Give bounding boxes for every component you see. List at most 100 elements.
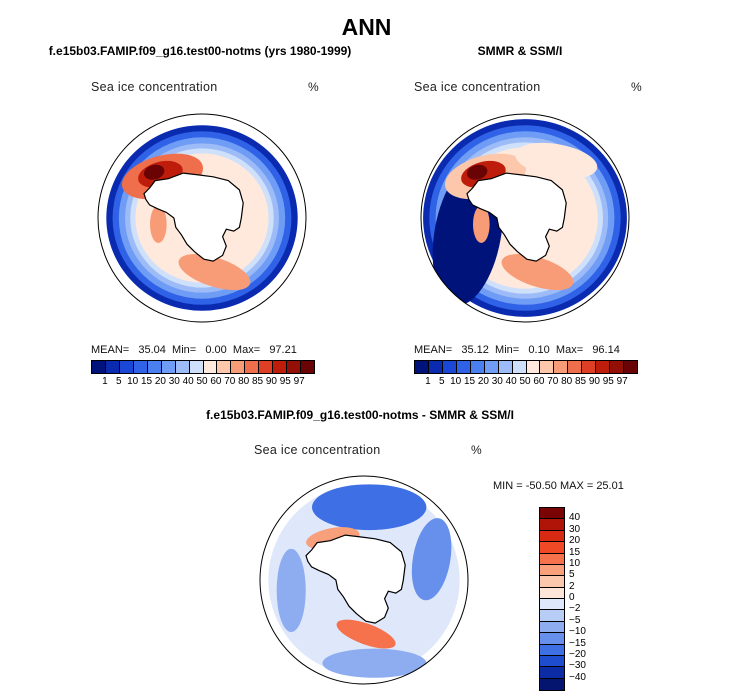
- panel3-colorbar-tick-label: 5: [569, 569, 575, 581]
- panel2-colorbar-tick-label: 85: [574, 376, 587, 387]
- panel2-variable-label: Sea ice concentration: [414, 80, 541, 94]
- panel1-stats: MEAN= 35.04 Min= 0.00 Max= 97.21: [91, 344, 297, 356]
- panel2-colorbar: [414, 360, 638, 374]
- panel2-colorbar-tick-label: 95: [602, 376, 614, 387]
- panel1-colorbar-tick-label: 70: [224, 376, 236, 387]
- panel1-colorbar: [91, 360, 315, 374]
- panel1-colorbar-swatch: [301, 361, 314, 373]
- panel2-colorbar-tick-label: 90: [588, 376, 600, 387]
- panel1-colorbar-tick-label: 20: [154, 376, 166, 387]
- antarctica-coastline: [143, 172, 244, 262]
- panel2-colorbar-swatch: [582, 361, 597, 373]
- diff-negative-east: [411, 518, 452, 601]
- panel2-colorbar-swatch: [512, 361, 527, 373]
- panel1-colorbar-tick-label: 50: [196, 376, 208, 387]
- panel3-colorbar-tick-label: 20: [569, 535, 581, 547]
- panel3-colorbar-ticks: 40 30 20 15 10 5 2 0 −2 −5 −10 −15 −20 −30 −40: [569, 507, 609, 689]
- panel2-colorbar-tick-label: 97: [616, 376, 628, 387]
- panel3-colorbar-swatch: [540, 519, 564, 531]
- panel3-colorbar-tick-label: −10: [569, 626, 586, 638]
- peninsula-ice: [150, 205, 167, 243]
- ross-sea-ice: [501, 254, 574, 291]
- panel2-colorbar-swatch: [442, 361, 457, 373]
- panel1-colorbar-tick-label: 1: [102, 376, 108, 387]
- panel2-colorbar-tick-label: 70: [547, 376, 559, 387]
- panel1-colorbar-swatch: [175, 361, 190, 373]
- peninsula-ice: [473, 205, 490, 243]
- panel3-colorbar-tick-label: −20: [569, 648, 586, 660]
- panel2-colorbar-tick-label: 10: [450, 376, 462, 387]
- panel1-colorbar-swatch: [119, 361, 134, 373]
- panel1-colorbar-tick-label: 40: [182, 376, 194, 387]
- panel1-unit-label: %: [308, 80, 319, 94]
- panel3-polar-map: [259, 475, 469, 685]
- panel1-polar-map: [97, 113, 307, 323]
- panel3-colorbar-tick-label: −40: [569, 671, 586, 683]
- panel1-title: f.e15b03.FAMIP.f09_g16.test00-notms (yrs…: [48, 44, 352, 58]
- panel1-colorbar-tick-label: 30: [168, 376, 180, 387]
- map-field: [98, 114, 306, 322]
- panel2-colorbar-swatch: [624, 361, 637, 373]
- panel1-colorbar-swatch: [245, 361, 260, 373]
- panel1-colorbar-tick-label: 90: [265, 376, 277, 387]
- panel2-colorbar-swatch: [484, 361, 499, 373]
- panel1-colorbar-swatch: [161, 361, 176, 373]
- panel2-colorbar-ticks: 1 5 10 15 20 30 40 50 60 70 80 85 90 95 97: [414, 376, 636, 390]
- panel3-colorbar: [539, 507, 565, 691]
- ross-sea-ice: [178, 254, 251, 291]
- diff-negative-north: [312, 484, 427, 531]
- panel1-colorbar-swatch: [231, 361, 246, 373]
- panel3-colorbar-swatch: [540, 553, 564, 565]
- panel3-colorbar-tick-label: 40: [569, 512, 581, 524]
- panel1-colorbar-tick-label: 97: [293, 376, 305, 387]
- panel2-title: SMMR & SSM/I: [477, 44, 563, 58]
- panel3-colorbar-swatch: [540, 542, 564, 554]
- panel2-colorbar-swatch: [456, 361, 471, 373]
- east-sector-ice: [515, 142, 598, 179]
- panel3-colorbar-swatch: [540, 621, 564, 634]
- panel2-colorbar-tick-label: 30: [491, 376, 503, 387]
- panel2-colorbar-tick-label: 15: [463, 376, 476, 387]
- panel1-colorbar-swatch: [217, 361, 232, 373]
- panel1-colorbar-tick-label: 95: [279, 376, 291, 387]
- panel1-colorbar-tick-label: 80: [238, 376, 250, 387]
- panel3-colorbar-swatch: [540, 610, 564, 622]
- panel1-colorbar-tick-label: 15: [140, 376, 153, 387]
- panel1-colorbar-swatch: [92, 361, 106, 373]
- panel1-colorbar-ticks: 1 5 10 15 20 30 40 50 60 70 80 85 90 95 97: [91, 376, 313, 390]
- diff-positive-ross: [336, 619, 396, 649]
- panel3-colorbar-swatch: [540, 508, 564, 520]
- panel3-title: f.e15b03.FAMIP.f09_g16.test00-notms - SM…: [206, 408, 514, 422]
- panel3-colorbar-swatch: [540, 667, 564, 679]
- panel3-colorbar-tick-label: −15: [569, 637, 586, 649]
- panel3-colorbar-tick-label: 15: [569, 546, 581, 558]
- panel1-colorbar-tick-label: 85: [251, 376, 264, 387]
- panel2-colorbar-tick-label: 1: [425, 376, 431, 387]
- antarctica-coastline: [466, 172, 567, 262]
- panel3-colorbar-swatch: [540, 644, 564, 656]
- antarctica-coastline: [305, 534, 406, 624]
- map-field: [421, 114, 629, 322]
- panel1-colorbar-swatch: [133, 361, 148, 373]
- panel3-colorbar-swatch: [540, 564, 564, 577]
- panel2-polar-map: [420, 113, 630, 323]
- panel3-colorbar-tick-label: −2: [569, 603, 581, 615]
- panel2-colorbar-tick-label: 60: [533, 376, 545, 387]
- weddell-sea-ice-max: [143, 164, 165, 180]
- panel3-colorbar-swatch: [540, 587, 564, 599]
- panel1-colorbar-swatch: [189, 361, 204, 373]
- panel2-colorbar-swatch: [610, 361, 625, 373]
- map-frame: [259, 475, 469, 685]
- panel2-colorbar-tick-label: 80: [561, 376, 573, 387]
- panel1-variable-label: Sea ice concentration: [91, 80, 218, 94]
- panel3-colorbar-swatch: [540, 576, 564, 588]
- panel2-stats: MEAN= 35.12 Min= 0.10 Max= 96.14: [414, 344, 620, 356]
- panel3-colorbar-tick-label: 2: [569, 580, 575, 592]
- panel2-colorbar-swatch: [526, 361, 541, 373]
- panel3-colorbar-swatch: [540, 655, 564, 668]
- panel3-colorbar-tick-label: −5: [569, 614, 581, 626]
- panel2-colorbar-tick-label: 50: [519, 376, 531, 387]
- panel3-variable-label: Sea ice concentration: [254, 443, 381, 457]
- panel1-colorbar-swatch: [203, 361, 218, 373]
- diff-negative-south: [322, 648, 427, 678]
